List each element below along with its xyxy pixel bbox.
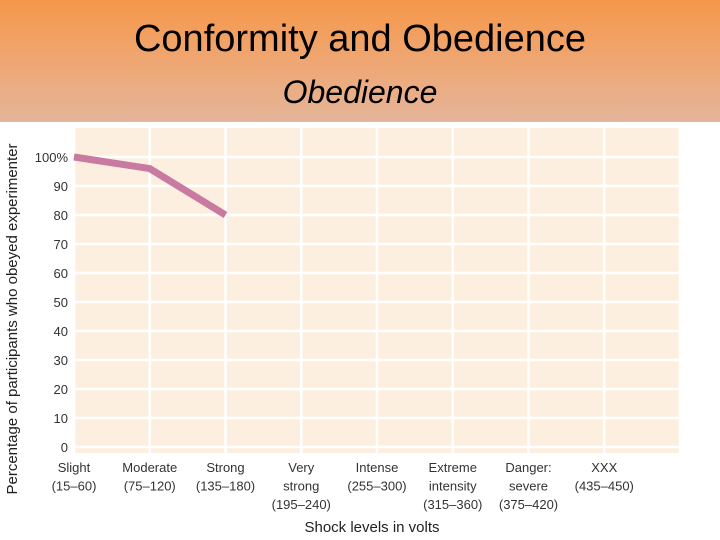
slide-subtitle: Obedience <box>282 74 438 110</box>
x-tick-label: Slight (15–60) <box>52 460 97 494</box>
y-tick-labels: 100% 90 80 70 60 50 40 30 20 10 0 <box>35 150 69 455</box>
x-tick-label: Very strong (195–240) <box>272 460 331 512</box>
y-tick-label: 100% <box>35 150 69 165</box>
series-layer <box>73 153 228 218</box>
x-tick-label: Danger: severe (375–420) <box>499 460 558 512</box>
slide-title: Conformity and Obedience <box>133 18 587 60</box>
y-tick-label: 90 <box>54 179 68 194</box>
x-axis-title: Shock levels in volts <box>304 519 439 536</box>
y-tick-label: 20 <box>54 382 68 397</box>
x-tick-label: XXX (435–450) <box>575 460 634 494</box>
y-tick-label: 60 <box>54 266 68 281</box>
y-axis-title: Percentage of participants who obeyed ex… <box>4 143 21 494</box>
y-tick-label: 80 <box>54 208 68 223</box>
gridlines <box>72 128 682 453</box>
x-tick-labels: Slight (15–60) Moderate (75–120) Strong (135–… <box>52 460 634 512</box>
y-tick-label: 30 <box>54 353 68 368</box>
x-tick-label: Moderate (75–120) <box>122 460 177 494</box>
y-tick-label: 0 <box>61 440 68 455</box>
y-tick-label: 70 <box>54 237 68 252</box>
y-tick-label: 40 <box>54 324 68 339</box>
slide-header <box>0 0 720 122</box>
x-tick-label: Intense (255–300) <box>347 460 406 494</box>
y-tick-label: 10 <box>54 411 68 426</box>
x-tick-label: Extreme intensity (315–360) <box>423 460 482 512</box>
y-tick-label: 50 <box>54 295 68 310</box>
x-tick-label: Strong (135–180) <box>196 460 255 494</box>
